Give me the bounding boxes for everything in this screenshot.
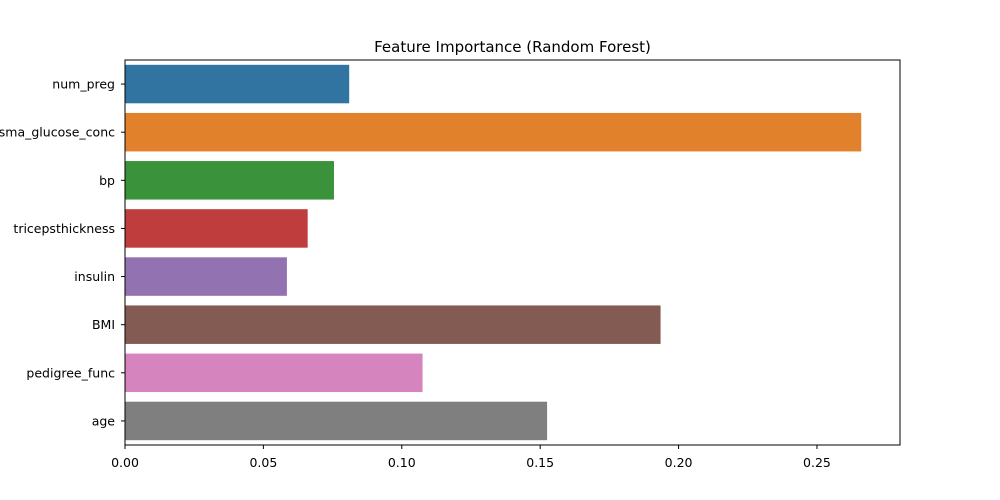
y-tick-label: num_preg (52, 77, 115, 92)
y-tick-label: tricepsthickness (13, 221, 115, 236)
plot-frame (124, 59, 901, 446)
bar-pedigree_func (125, 353, 423, 393)
x-tick-label: 0.10 (388, 455, 416, 470)
bar-plasma_glucose_conc (125, 112, 862, 152)
x-axis-ticks: 0.00 0.05 0.10 0.15 0.20 0.25 (111, 445, 831, 470)
bar-bp (125, 161, 334, 200)
y-tick-label: insulin (74, 269, 115, 284)
x-tick-label: 0.20 (665, 455, 693, 470)
y-tick-label: pedigree_func (26, 365, 115, 380)
chart-title: Feature Importance (Random Forest) (374, 38, 651, 56)
x-tick-label: 0.05 (249, 455, 277, 470)
bars-group (125, 64, 862, 441)
y-tick-label: bp (99, 173, 115, 188)
bar-tricepsthickness (125, 209, 308, 248)
bar-BMI (125, 305, 661, 344)
y-tick-label: age (92, 413, 116, 428)
y-tick-label: plasma_glucose_conc (0, 125, 115, 140)
bar-insulin (125, 257, 287, 296)
x-tick-label: 0.00 (111, 455, 139, 470)
y-tick-label: BMI (92, 317, 115, 332)
x-tick-label: 0.25 (803, 455, 831, 470)
bar-num_preg (125, 64, 350, 104)
x-tick-label: 0.15 (526, 455, 554, 470)
bar-age (125, 401, 548, 441)
